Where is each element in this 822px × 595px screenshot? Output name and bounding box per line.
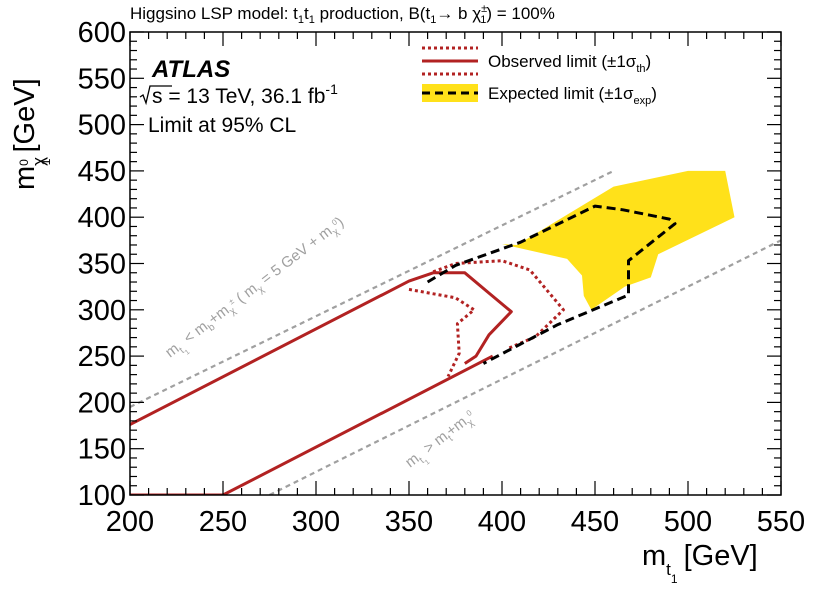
confidence-level-label: Limit at 95% CL	[148, 114, 296, 137]
legend-expected-text: Expected limit (±1σ	[488, 84, 634, 103]
x-tick-label: 500	[664, 506, 712, 538]
lumi-power: -1	[325, 81, 338, 97]
x-tick-label: 450	[571, 506, 619, 538]
y-axis-chi-index: 1	[39, 158, 53, 165]
experiment-label: ATLAS	[151, 56, 230, 83]
y-tick-label: 550	[78, 63, 126, 95]
expected-limit-line	[426, 204, 677, 365]
legend-expected-sub: exp	[633, 95, 651, 107]
axis-ticks: 200 250 300 350 400 450 500 5501001502002503003…	[78, 17, 806, 538]
title-suffix: ) = 100%	[486, 4, 555, 23]
legend-observed-text: Observed limit (±1σ	[488, 52, 637, 71]
chart-title: Higgsino LSP model: t1t1 production, B(t…	[130, 3, 555, 26]
x-axis-label: mt1 [GeV]	[642, 540, 758, 586]
legend-observed-label: Observed limit (±1σth)	[488, 52, 651, 75]
y-tick-label: 300	[78, 295, 126, 327]
title-production: production, B(	[315, 4, 426, 23]
lower-ann-top: t	[446, 433, 455, 444]
x-tick-label: 550	[757, 506, 805, 538]
limit-curves-layer	[130, 204, 677, 495]
y-tick-label: 600	[78, 17, 126, 49]
y-tick-label: 400	[78, 202, 126, 234]
title-chargino-index: 1	[480, 14, 486, 26]
legend: Observed limit (±1σth) Expected limit (±…	[422, 46, 657, 107]
upper-ann-chi3: χ	[331, 226, 342, 238]
title-decay-arrow: → b	[436, 4, 472, 23]
legend-observed-close: )	[646, 52, 652, 71]
y-tick-label: 450	[78, 156, 126, 188]
lower-ann-chi: χ	[465, 417, 476, 429]
upper-ann-b: b	[206, 321, 217, 333]
title-stop-symbol-b: t	[304, 4, 309, 23]
title-stop-symbol-a: t	[293, 4, 298, 23]
legend-expected-label: Expected limit (±1σexp)	[488, 84, 657, 107]
y-axis-chi-zero: 0	[17, 159, 31, 166]
title-stop-index-c: 1	[430, 14, 436, 26]
title-prefix: Higgsino LSP model:	[130, 4, 293, 23]
lower-ann-chi-zero: 0	[465, 408, 474, 418]
x-tick-label: 200	[106, 506, 154, 538]
upper-ann-chi-charge: ±	[227, 296, 236, 306]
y-tick-label: 200	[78, 387, 126, 419]
upper-ann-chi3-zero: 0	[330, 217, 339, 227]
x-tick-label: 250	[199, 506, 247, 538]
title-chargino-charge: ±	[481, 3, 487, 15]
x-axis-m: m	[642, 540, 666, 572]
legend-expected-close: )	[651, 84, 657, 103]
x-tick-label: 350	[385, 506, 433, 538]
y-tick-label: 250	[78, 341, 126, 373]
y-tick-label: 100	[78, 480, 126, 512]
expected-band-area	[502, 170, 735, 310]
y-axis-chi: χ	[29, 157, 48, 166]
upper-ann-t-index: 1	[184, 349, 191, 357]
observed-limit-minus-sigma	[408, 287, 476, 378]
x-axis-unit: [GeV]	[684, 540, 758, 572]
y-tick-label: 350	[78, 249, 126, 281]
energy-text: s = 13 TeV, 36.1 fb	[152, 85, 325, 108]
upper-ann-chi2: χ	[256, 284, 267, 296]
y-axis-label: mχ0 1 [GeV]	[9, 78, 53, 190]
observed-limit-plus-sigma	[432, 259, 565, 351]
x-tick-label: 300	[292, 506, 340, 538]
y-axis-m: m	[9, 166, 41, 190]
energy-lumi-label: s = 13 TeV, 36.1 fb-1	[152, 81, 338, 108]
lower-ann-t: t	[417, 455, 426, 466]
upper-ann-t: t	[177, 345, 186, 356]
sqrt-symbol	[139, 85, 172, 106]
title-stop-symbol-c: t	[425, 4, 430, 23]
x-axis-t: t	[666, 560, 671, 579]
y-axis-unit: [GeV]	[9, 78, 41, 152]
x-axis-t-index: 1	[671, 572, 678, 586]
title-chargino-symbol: χ	[472, 4, 481, 23]
upper-ann-chi: χ	[228, 305, 239, 317]
lower-ann-t-index: 1	[424, 459, 431, 467]
y-tick-label: 150	[78, 434, 126, 466]
title-stop-index-b: 1	[309, 14, 315, 26]
x-tick-label: 400	[478, 506, 526, 538]
observed-limit-line-1	[130, 271, 513, 426]
legend-observed-sub: th	[636, 63, 645, 75]
y-tick-label: 500	[78, 110, 126, 142]
expected-band-layer	[502, 170, 735, 310]
title-stop-index-a: 1	[298, 14, 304, 26]
observed-limit-line-2	[130, 354, 494, 495]
